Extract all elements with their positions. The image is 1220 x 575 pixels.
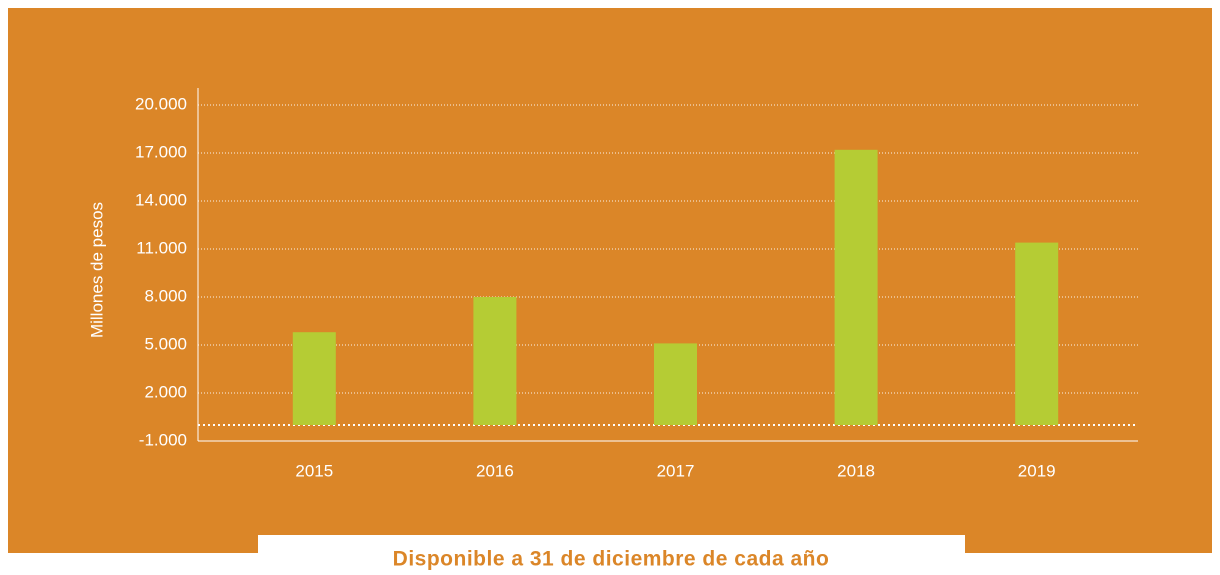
x-tick-label: 2017 (657, 461, 695, 480)
y-tick-label: 8.000 (144, 286, 187, 305)
bar (292, 332, 336, 425)
bar (1015, 242, 1059, 425)
y-axis-label: Millones de pesos (87, 202, 106, 338)
x-tick-label: 2015 (295, 461, 333, 480)
x-tick-label: 2016 (476, 461, 514, 480)
x-tick-label: 2018 (837, 461, 875, 480)
caption-box (258, 535, 965, 575)
y-tick-label: 11.000 (136, 238, 187, 257)
y-tick-label: -1.000 (139, 430, 187, 449)
y-tick-label: 14.000 (135, 190, 187, 209)
y-tick-label: 20.000 (135, 94, 187, 113)
y-tick-label: 2.000 (144, 382, 187, 401)
bar (834, 149, 878, 426)
background (8, 8, 1212, 553)
bar (654, 343, 697, 425)
x-tick-label: 2019 (1018, 461, 1056, 480)
bar (473, 297, 517, 425)
caption: Disponible a 31 de diciembre de cada año (393, 548, 830, 571)
y-tick-label: 5.000 (144, 334, 187, 353)
y-tick-label: 17.000 (135, 142, 187, 161)
